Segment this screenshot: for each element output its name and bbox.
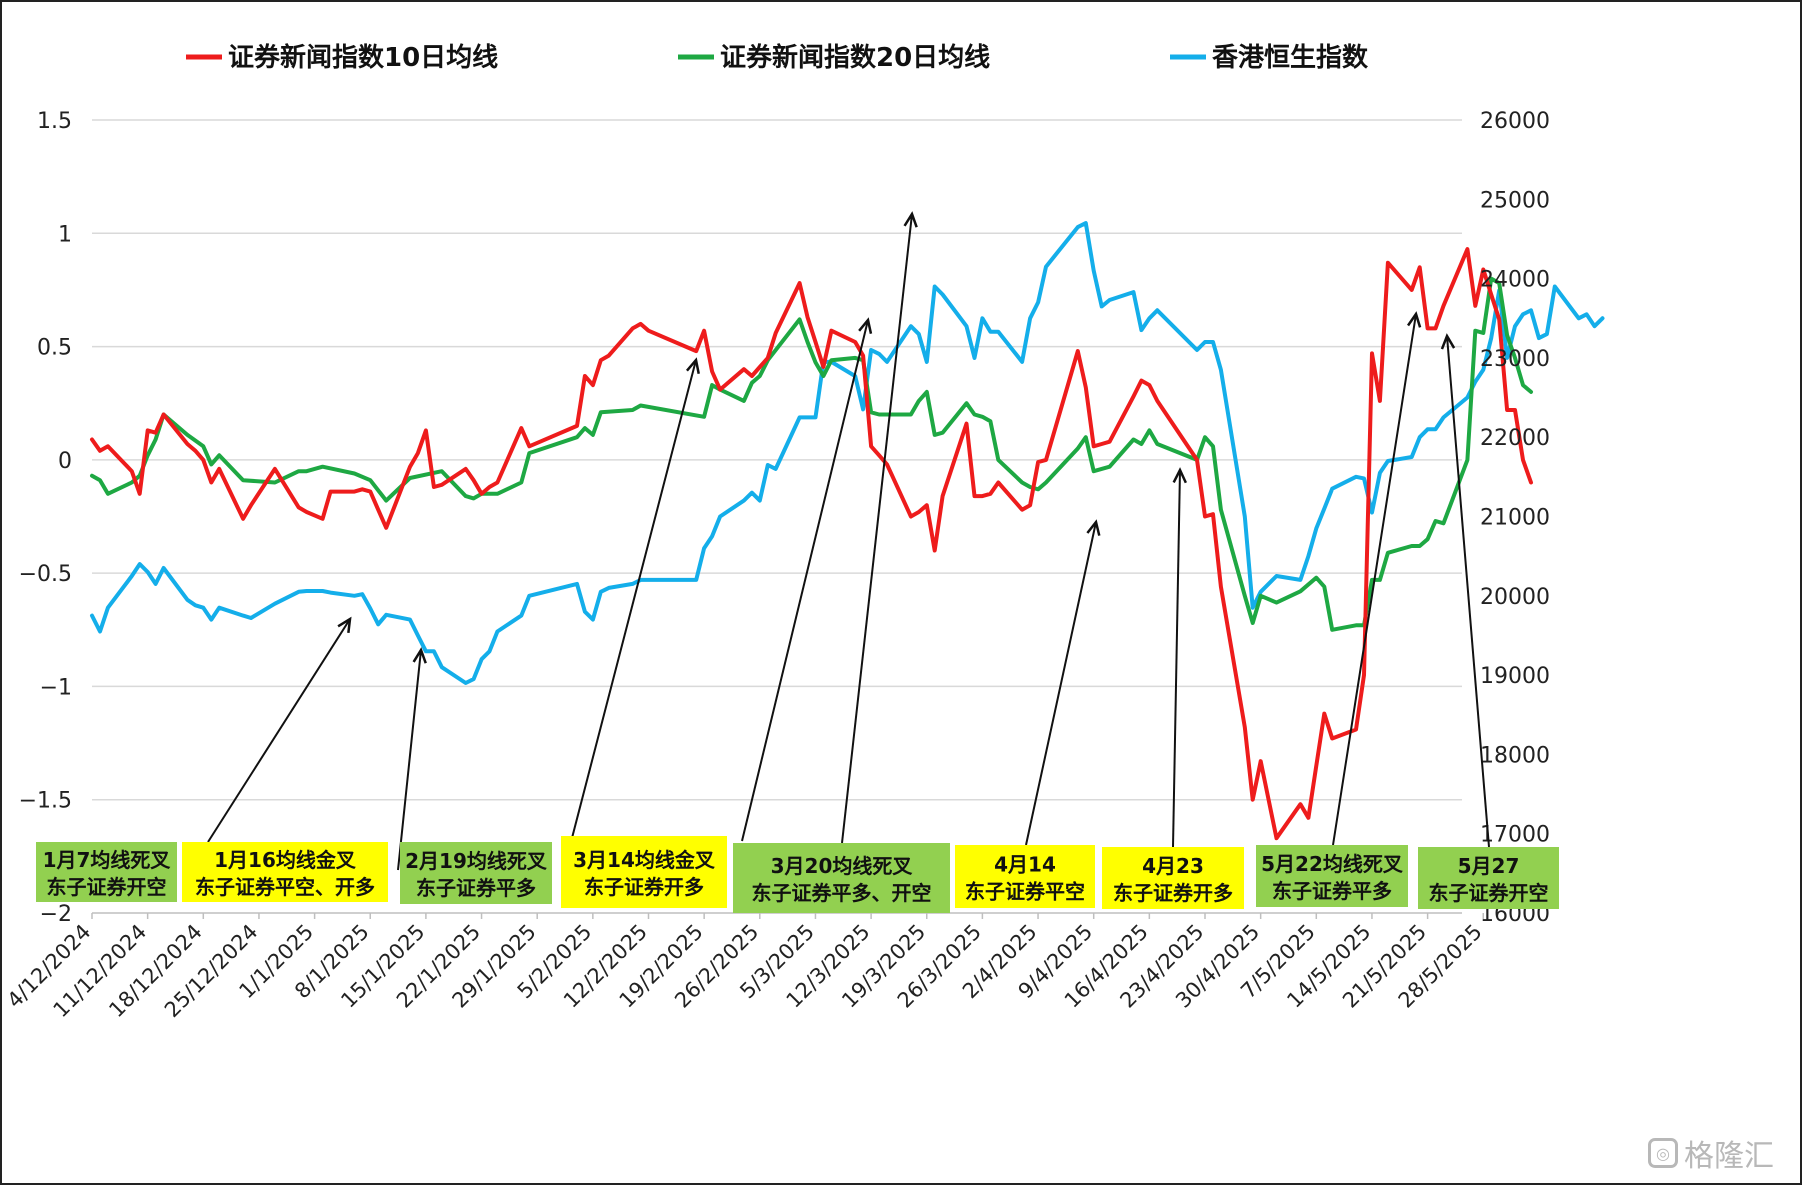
legend-label: 证券新闻指数10日均线 — [228, 42, 498, 73]
y-right-tick-label: 22000 — [1480, 426, 1550, 451]
gelonghui-logo-icon: ◎ — [1648, 1138, 1678, 1168]
annotation-line1: 2月19均线死叉 — [405, 849, 548, 873]
annotation-line1: 1月16均线金叉 — [214, 848, 357, 872]
annotation-line2: 东子证券平多 — [416, 876, 536, 900]
annotation-line1: 4月23 — [1142, 854, 1204, 878]
annotation-bg — [400, 842, 552, 904]
annotation-bg — [955, 845, 1095, 908]
y-left-tick-label: −1 — [40, 675, 72, 700]
y-right-tick-label: 26000 — [1480, 109, 1550, 134]
y-left-tick-label: −2 — [40, 902, 72, 927]
annotation-line2: 东子证券平空、开多 — [195, 875, 375, 899]
annotation-arrow — [571, 359, 697, 839]
y-right-tick-label: 23000 — [1480, 347, 1550, 372]
y-right-tick-label: 18000 — [1480, 743, 1550, 768]
annotation-arrow — [1446, 335, 1490, 848]
y-right-tick-label: 20000 — [1480, 585, 1550, 610]
watermark-text: 格隆汇 — [1684, 1139, 1774, 1174]
annotation-bg — [1256, 845, 1408, 907]
annotation-line2: 东子证券平多 — [1272, 879, 1392, 903]
annotation-bg — [1418, 847, 1559, 909]
annotation-line1: 3月14均线金叉 — [573, 848, 716, 872]
annotation-arrowhead — [1440, 333, 1456, 350]
watermark: ◎ 格隆汇 — [1648, 1131, 1774, 1175]
y-right-tick-label: 19000 — [1480, 664, 1550, 689]
annotation-line2: 东子证券开多 — [1113, 881, 1233, 905]
annotation-arrow — [1025, 521, 1097, 846]
annotation-arrowhead — [412, 647, 427, 664]
y-left-tick-label: 0 — [58, 449, 72, 474]
annotation-line1: 5月27 — [1458, 854, 1520, 878]
annotation-line2: 东子证券平多、开空 — [752, 881, 932, 905]
annotation-line2: 东子证券开多 — [584, 875, 704, 899]
annotation-line1: 1月7均线死叉 — [43, 848, 172, 872]
annotation-arrowhead — [685, 357, 700, 374]
annotation-line2: 东子证券平空 — [965, 880, 1085, 904]
y-left-tick-label: −1.5 — [19, 789, 72, 814]
annotation-line2: 东子证券开空 — [47, 875, 167, 899]
annotation-bg — [182, 842, 388, 902]
annotation-line2: 东子证券开空 — [1429, 881, 1549, 905]
annotation-arrowhead — [1086, 519, 1101, 536]
annotation-line1: 5月22均线死叉 — [1261, 852, 1404, 876]
annotation-arrowhead — [858, 317, 873, 334]
annotation-arrow — [741, 319, 869, 842]
annotation-arrowhead — [1407, 311, 1422, 328]
annotation-bg — [733, 843, 950, 913]
y-left-tick-label: 1.5 — [37, 109, 72, 134]
y-right-tick-label: 24000 — [1480, 268, 1550, 293]
annotation-line1: 4月14 — [994, 853, 1056, 877]
y-left-tick-label: −0.5 — [19, 562, 72, 587]
annotation-box: 5月27 东子证券开空 — [1418, 847, 1559, 909]
annotation-bg — [1102, 847, 1244, 909]
annotation-arrowhead — [903, 211, 918, 228]
annotation-bg — [36, 842, 177, 902]
y-right-tick-label: 25000 — [1480, 188, 1550, 213]
annotation-arrow — [397, 649, 422, 871]
annotation-arrow — [841, 213, 913, 844]
annotation-box: 4月23 东子证券开多 — [1102, 847, 1244, 909]
series-line — [90, 276, 1533, 632]
annotation-arrowhead — [337, 616, 352, 634]
series-line — [90, 247, 1533, 841]
annotation-box: 4月14 东子证券平空 — [955, 845, 1095, 908]
legend-label: 香港恒生指数 — [1212, 43, 1369, 73]
legend-label: 证券新闻指数20日均线 — [720, 42, 990, 73]
series-line — [90, 221, 1605, 685]
annotation-arrow — [207, 618, 351, 843]
annotation-line1: 3月20均线死叉 — [771, 854, 914, 878]
y-right-tick-label: 21000 — [1480, 506, 1550, 531]
y-right-tick-label: 17000 — [1480, 823, 1550, 848]
annotation-bg — [561, 836, 727, 908]
y-left-tick-label: 0.5 — [37, 336, 72, 361]
y-left-tick-label: 1 — [58, 222, 72, 247]
annotation-arrow — [1332, 313, 1417, 846]
annotation-arrow — [1172, 469, 1181, 848]
annotation-arrowhead — [1172, 467, 1187, 484]
